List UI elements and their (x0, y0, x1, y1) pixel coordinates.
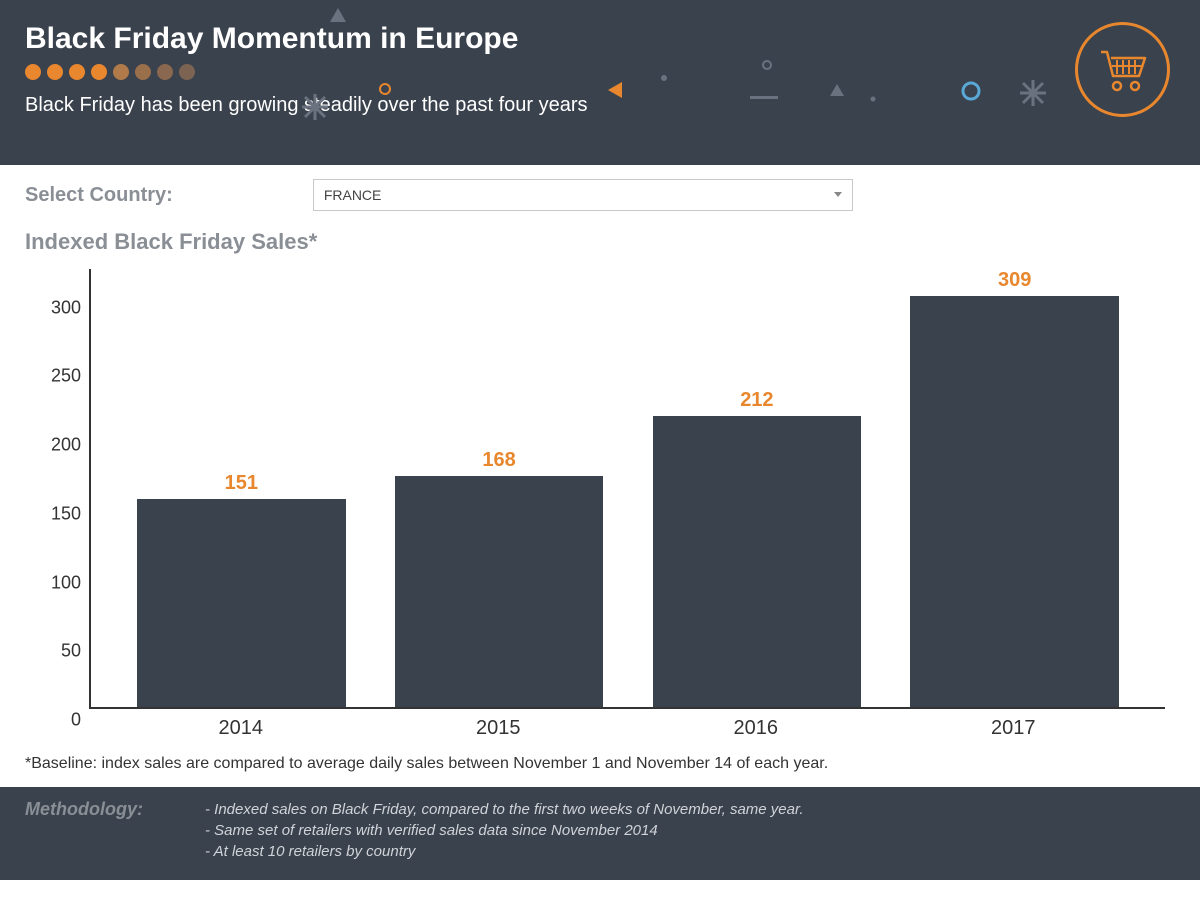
methodology-footer: Methodology: - Indexed sales on Black Fr… (0, 787, 1200, 880)
country-select[interactable]: FRANCE (313, 179, 853, 211)
bar-value-label: 309 (998, 269, 1031, 292)
bar-value-label: 151 (225, 472, 258, 495)
x-axis-label: 2016 (642, 713, 869, 749)
x-axis-labels: 2014 2015 2016 2017 (89, 713, 1165, 749)
y-axis-tick: 0 (25, 710, 81, 731)
y-axis-tick: 250 (25, 366, 81, 387)
cart-badge (1075, 22, 1170, 117)
bars-row: 151 168 212 309 (91, 269, 1165, 707)
chart-container: Indexed Black Friday Sales* 151 168 212 309… (0, 229, 1200, 749)
y-axis-tick: 50 (25, 641, 81, 662)
methodology-line: - Same set of retailers with verified sa… (205, 820, 804, 841)
bar (653, 416, 862, 708)
country-selector-row: Select Country: FRANCE (0, 165, 1200, 221)
methodology-label: Methodology: (25, 799, 165, 820)
bar (137, 499, 346, 707)
bar-chart: 151 168 212 309 2014 2015 2016 2017 0 50 100 150 2… (25, 269, 1175, 749)
triangle-up-icon (330, 8, 346, 22)
methodology-line: - Indexed sales on Black Friday, compare… (205, 799, 804, 820)
bar-group: 168 (386, 269, 613, 707)
x-axis-label: 2014 (127, 713, 354, 749)
methodology-line: - At least 10 retailers by country (205, 841, 804, 862)
header-dot (157, 64, 173, 80)
bar (910, 296, 1119, 707)
decorative-dots (25, 64, 1175, 80)
plot-area: 151 168 212 309 (89, 269, 1165, 709)
y-axis-tick: 300 (25, 297, 81, 318)
y-axis-tick: 150 (25, 503, 81, 524)
cart-icon (1097, 46, 1149, 94)
methodology-lines: - Indexed sales on Black Friday, compare… (205, 799, 804, 862)
bar-value-label: 168 (482, 449, 515, 472)
country-select-value: FRANCE (324, 187, 382, 203)
header-dot (25, 64, 41, 80)
y-axis-tick: 100 (25, 572, 81, 593)
header-dot (135, 64, 151, 80)
header-dot (47, 64, 63, 80)
bar-group: 212 (643, 269, 870, 707)
x-axis-label: 2017 (900, 713, 1127, 749)
bar-group: 151 (128, 269, 355, 707)
header-dot (69, 64, 85, 80)
bar (395, 476, 604, 707)
page-title: Black Friday Momentum in Europe (25, 22, 1175, 56)
baseline-footnote: *Baseline: index sales are compared to a… (0, 749, 1200, 773)
page-subtitle: Black Friday has been growing steadily o… (25, 94, 1175, 117)
header-dot (91, 64, 107, 80)
bar-group: 309 (901, 269, 1128, 707)
country-selector-label: Select Country: (25, 184, 173, 207)
y-axis-tick: 200 (25, 435, 81, 456)
header-dot (113, 64, 129, 80)
bar-value-label: 212 (740, 389, 773, 412)
x-axis-label: 2015 (385, 713, 612, 749)
header-banner: Black Friday Momentum in Europe Black Fr… (0, 0, 1200, 165)
header-dot (179, 64, 195, 80)
chart-title: Indexed Black Friday Sales* (25, 229, 1175, 255)
